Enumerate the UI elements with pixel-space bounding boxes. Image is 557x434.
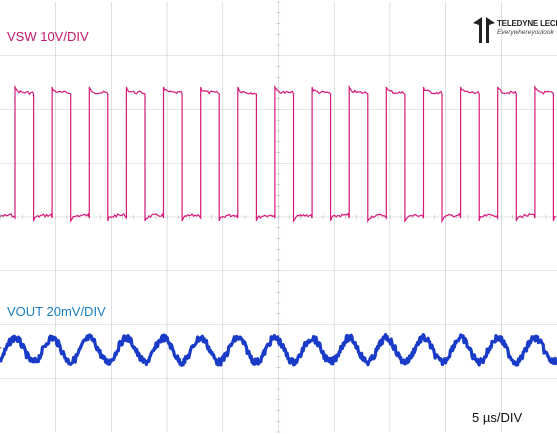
vout-trace	[0, 333, 557, 367]
vout-ground-marker: ▸	[0, 345, 3, 351]
timebase-label: 5 µs/DIV	[472, 410, 523, 425]
vout-channel-label: VOUT 20mV/DIV	[7, 304, 106, 319]
logo-name: TELEDYNE LECROY	[497, 19, 557, 28]
teledyne-lecroy-logo: TELEDYNE LECROY Everywhereyoulook	[471, 17, 557, 47]
vsw-channel-label: VSW 10V/DIV	[7, 29, 89, 44]
waveform-traces	[0, 84, 557, 367]
logo-mark-icon	[473, 17, 495, 43]
logo-tagline: Everywhereyoulook	[497, 29, 554, 36]
vsw-trace	[0, 84, 556, 224]
vsw-ground-marker: ▸	[0, 213, 3, 219]
